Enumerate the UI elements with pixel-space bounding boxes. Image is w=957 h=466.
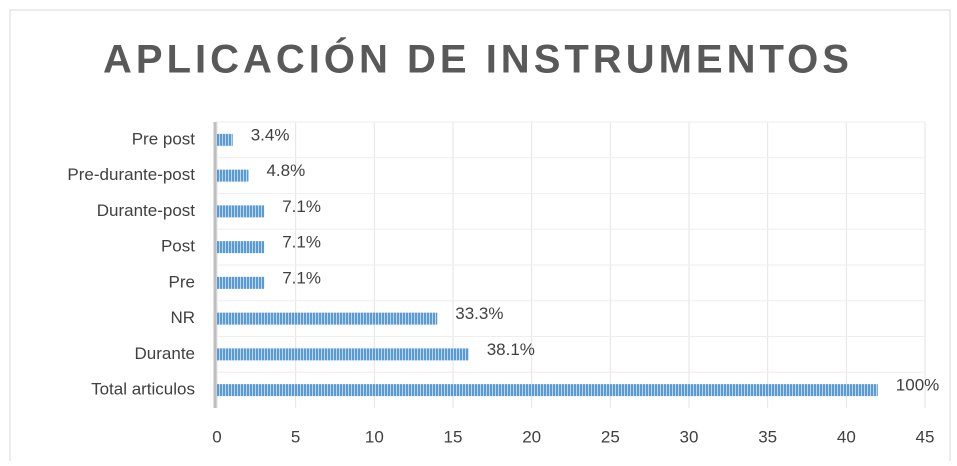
y-tick-label: Post — [161, 237, 195, 256]
data-label: 7.1% — [282, 233, 321, 252]
data-label: 100% — [896, 376, 939, 395]
y-tick-label: Pre — [169, 272, 195, 291]
data-label: 7.1% — [282, 268, 321, 287]
bar — [217, 133, 233, 146]
data-label: 3.4% — [251, 125, 290, 144]
x-tick-label: 45 — [916, 427, 935, 446]
bar — [217, 312, 438, 325]
y-tick-label: Durante — [135, 344, 195, 363]
x-tick-label: 40 — [837, 427, 856, 446]
x-tick-label: 30 — [680, 427, 699, 446]
bar — [217, 276, 265, 289]
y-tick-label: Durante-post — [97, 201, 196, 220]
bar — [217, 241, 265, 254]
bar — [217, 384, 878, 397]
x-tick-label: 10 — [365, 427, 384, 446]
x-tick-label: 0 — [212, 427, 221, 446]
data-label: 38.1% — [487, 340, 535, 359]
x-tick-label: 15 — [444, 427, 463, 446]
x-tick-label: 25 — [601, 427, 620, 446]
y-tick-label: Total articulos — [91, 380, 195, 399]
x-tick-label: 20 — [522, 427, 541, 446]
data-label: 7.1% — [282, 197, 321, 216]
x-tick-label: 35 — [758, 427, 777, 446]
x-tick-label: 5 — [291, 427, 300, 446]
y-tick-label: Pre post — [132, 129, 196, 148]
data-label: 33.3% — [455, 304, 503, 323]
bar — [217, 169, 249, 182]
data-label: 4.8% — [266, 161, 305, 180]
chart-title: APLICACIÓN DE INSTRUMENTOS — [103, 36, 853, 82]
y-tick-label: NR — [170, 308, 195, 327]
bar — [217, 348, 469, 361]
bar — [217, 205, 265, 218]
y-tick-label: Pre-durante-post — [67, 165, 195, 184]
